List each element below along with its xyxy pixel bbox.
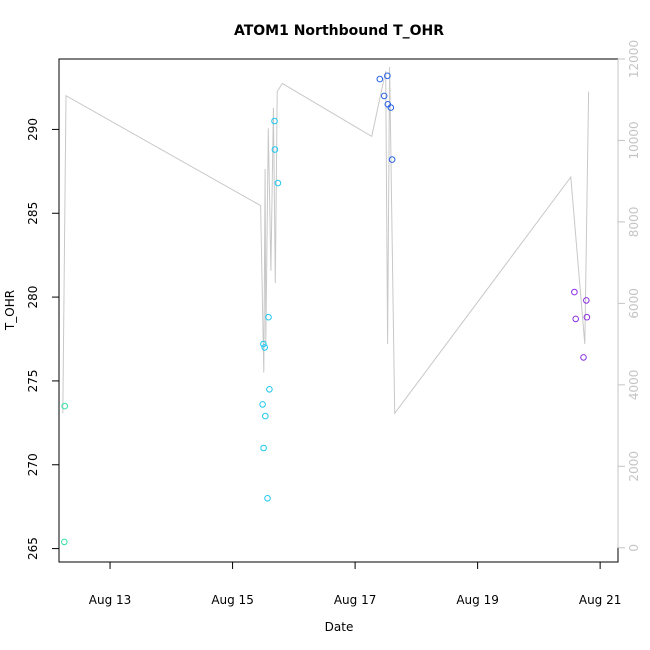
data-point (583, 313, 591, 321)
data-point (262, 412, 269, 420)
x-tick-label: Aug 21 (579, 593, 622, 607)
data-point (260, 340, 267, 348)
y2-tick-label: 8000 (627, 207, 641, 238)
data-point (61, 402, 68, 410)
y2-tick-label: 4000 (627, 370, 641, 401)
y-axis-label: T_OHR (3, 290, 17, 331)
chart-title: ATOM1 Northbound T_OHR (234, 23, 444, 39)
y2-tick-label: 6000 (627, 288, 641, 319)
x-tick-label: Aug 17 (334, 593, 377, 607)
y2-tick-label: 12000 (627, 40, 641, 78)
data-point (259, 401, 266, 408)
data-point (261, 344, 269, 351)
data-point (265, 313, 272, 321)
y-tick-label: 280 (26, 286, 40, 309)
x-tick-label: Aug 15 (211, 593, 254, 607)
data-point (271, 117, 278, 125)
data-point (260, 444, 267, 452)
data-point (388, 156, 396, 163)
y2-tick-label: 2000 (627, 451, 641, 482)
data-point (580, 354, 587, 361)
y-axis-left: 265 270 275 280 285 290 (26, 118, 60, 560)
data-point (264, 495, 271, 502)
data-point (376, 75, 384, 83)
secondary-series-layer (62, 67, 590, 415)
data-point (266, 386, 273, 393)
data-point (387, 104, 395, 111)
y-tick-label: 275 (26, 369, 40, 392)
x-tick-label: Aug 13 (89, 593, 132, 607)
secondary-series-line (62, 67, 590, 415)
y-tick-label: 290 (26, 118, 40, 141)
y2-tick-label: 0 (627, 544, 641, 552)
data-point (274, 179, 282, 187)
y-tick-label: 270 (26, 453, 40, 476)
x-axis-label: Date (325, 620, 354, 634)
data-point (384, 72, 391, 80)
data-point (583, 297, 590, 304)
points-layer (61, 72, 591, 546)
data-point (380, 92, 388, 100)
data-point (61, 538, 68, 546)
y-axis-right: 0 2000 4000 6000 8000 10000 12000 (617, 40, 641, 552)
plot-border (58, 58, 619, 563)
data-point (271, 146, 279, 153)
y2-tick-label: 10000 (627, 121, 641, 159)
x-axis: Aug 13 Aug 15 Aug 17 Aug 19 Aug 21 (89, 561, 622, 607)
data-point (572, 315, 580, 323)
data-point (571, 288, 578, 296)
y-tick-label: 265 (26, 537, 40, 560)
x-tick-label: Aug 19 (456, 593, 499, 607)
y-tick-label: 285 (26, 202, 40, 225)
